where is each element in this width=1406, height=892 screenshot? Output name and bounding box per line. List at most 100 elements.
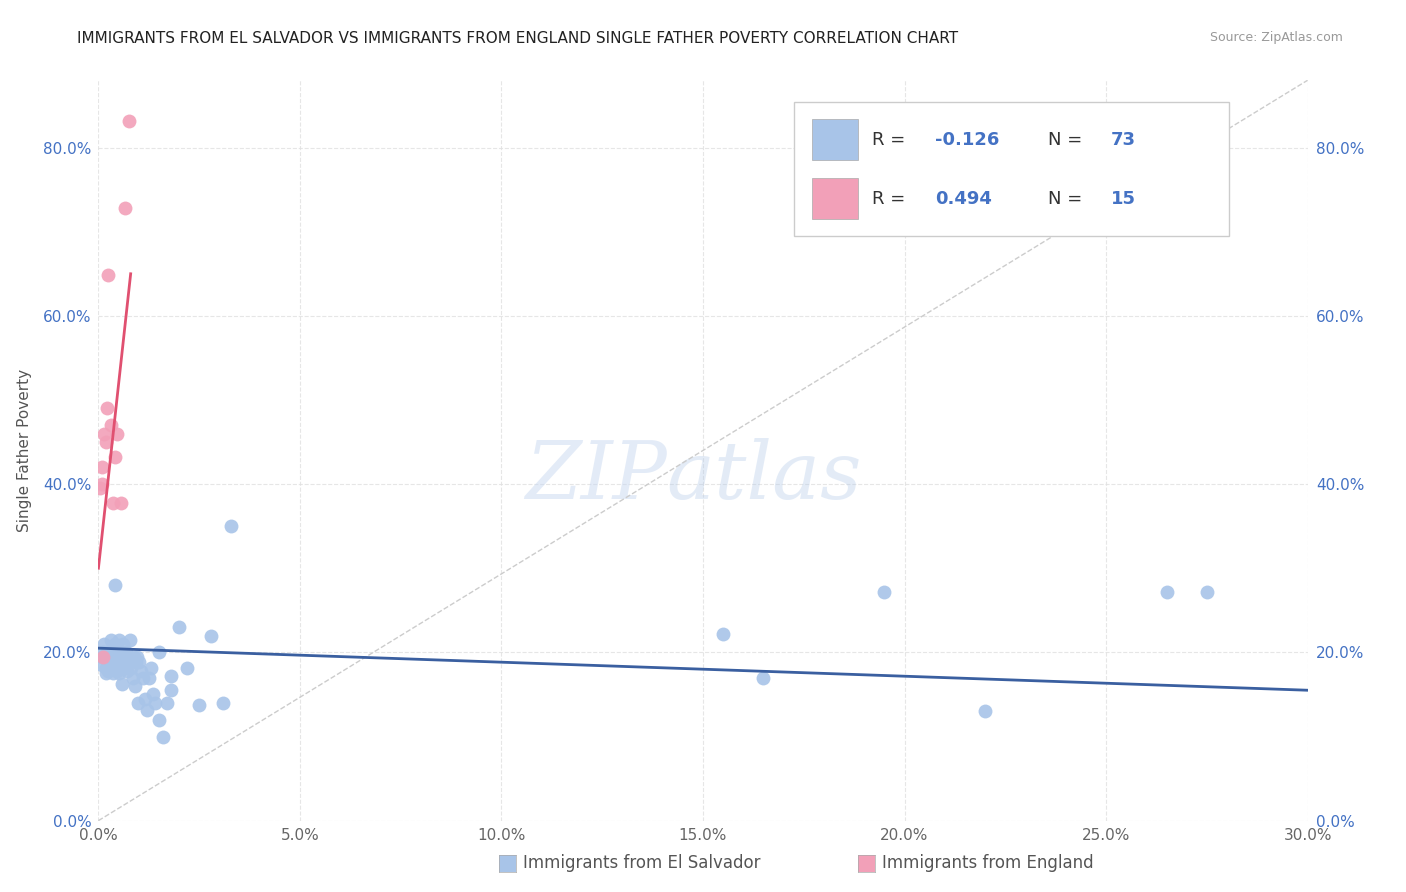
Point xyxy=(711,627,734,641)
Point xyxy=(103,450,125,465)
Text: IMMIGRANTS FROM EL SALVADOR VS IMMIGRANTS FROM ENGLAND SINGLE FATHER POVERTY COR: IMMIGRANTS FROM EL SALVADOR VS IMMIGRANT… xyxy=(77,31,959,46)
Point xyxy=(117,664,139,678)
Point xyxy=(94,435,117,450)
Point xyxy=(118,652,141,666)
Point xyxy=(1156,584,1178,599)
Point xyxy=(974,704,997,718)
Point xyxy=(111,677,134,691)
Point xyxy=(156,696,179,710)
Point xyxy=(89,481,111,495)
Point xyxy=(132,671,155,685)
Point xyxy=(110,660,132,674)
Point xyxy=(176,660,198,674)
Point xyxy=(121,671,143,685)
Point xyxy=(110,495,132,509)
Point xyxy=(96,645,118,659)
Point xyxy=(94,660,117,674)
FancyBboxPatch shape xyxy=(811,178,858,219)
Point xyxy=(97,268,120,283)
Point xyxy=(167,620,190,634)
Point xyxy=(138,671,160,685)
Point xyxy=(93,426,115,441)
Point xyxy=(97,656,120,670)
Y-axis label: Single Father Poverty: Single Father Poverty xyxy=(17,369,32,532)
Point xyxy=(100,645,122,659)
Point xyxy=(114,645,136,659)
Point xyxy=(134,691,156,706)
Point xyxy=(124,656,146,670)
Point xyxy=(104,637,127,651)
Point xyxy=(160,669,183,683)
Point xyxy=(93,637,115,651)
Point xyxy=(105,664,128,678)
Point xyxy=(142,688,165,702)
Text: R =: R = xyxy=(872,190,911,208)
Point xyxy=(103,645,125,659)
Point xyxy=(873,584,896,599)
Point xyxy=(139,660,162,674)
Point xyxy=(105,649,128,664)
Point xyxy=(112,637,135,651)
Point xyxy=(160,683,183,698)
Point xyxy=(124,679,146,693)
Point xyxy=(107,652,129,666)
Point xyxy=(100,632,122,647)
Point xyxy=(98,649,121,664)
Point xyxy=(91,658,114,673)
Point xyxy=(118,632,141,647)
Point xyxy=(212,696,235,710)
Text: 0.494: 0.494 xyxy=(935,190,993,208)
Point xyxy=(127,696,149,710)
Text: -0.126: -0.126 xyxy=(935,130,1000,148)
Point xyxy=(188,698,211,712)
Text: Source: ZipAtlas.com: Source: ZipAtlas.com xyxy=(1209,31,1343,45)
Point xyxy=(148,713,170,727)
Point xyxy=(96,649,118,664)
Point xyxy=(100,418,122,433)
Text: 73: 73 xyxy=(1111,130,1136,148)
Text: atlas: atlas xyxy=(666,438,862,515)
Point xyxy=(100,656,122,670)
Text: N =: N = xyxy=(1047,130,1088,148)
Point xyxy=(114,660,136,674)
Point xyxy=(91,649,114,664)
Point xyxy=(122,649,145,664)
Text: 15: 15 xyxy=(1111,190,1136,208)
Point xyxy=(107,645,129,659)
Point xyxy=(103,578,125,592)
Point xyxy=(152,730,174,744)
Point xyxy=(125,649,148,664)
Point xyxy=(135,703,157,717)
Point xyxy=(752,671,775,685)
Text: R =: R = xyxy=(872,130,911,148)
Point xyxy=(101,649,124,664)
Point xyxy=(104,660,127,674)
Point xyxy=(128,656,150,670)
Point xyxy=(115,649,138,664)
Text: Immigrants from El Salvador: Immigrants from El Salvador xyxy=(523,855,761,872)
Point xyxy=(120,660,142,674)
Point xyxy=(200,628,222,642)
Point xyxy=(108,632,131,647)
Point xyxy=(97,664,120,678)
Point xyxy=(148,645,170,659)
Text: N =: N = xyxy=(1047,190,1088,208)
Point xyxy=(91,477,114,491)
Point xyxy=(1195,584,1218,599)
Point xyxy=(105,426,128,441)
Point xyxy=(129,664,152,678)
Point xyxy=(114,201,136,215)
Text: Immigrants from England: Immigrants from England xyxy=(882,855,1094,872)
Point xyxy=(100,660,122,674)
Point xyxy=(90,649,112,664)
Point xyxy=(118,113,141,128)
Point xyxy=(91,645,114,659)
Point xyxy=(111,649,134,664)
FancyBboxPatch shape xyxy=(793,103,1229,235)
Point xyxy=(96,666,118,681)
Point xyxy=(101,666,124,681)
FancyBboxPatch shape xyxy=(811,120,858,160)
Point xyxy=(221,519,243,533)
Point xyxy=(103,654,125,668)
Text: ZIP: ZIP xyxy=(524,438,666,515)
